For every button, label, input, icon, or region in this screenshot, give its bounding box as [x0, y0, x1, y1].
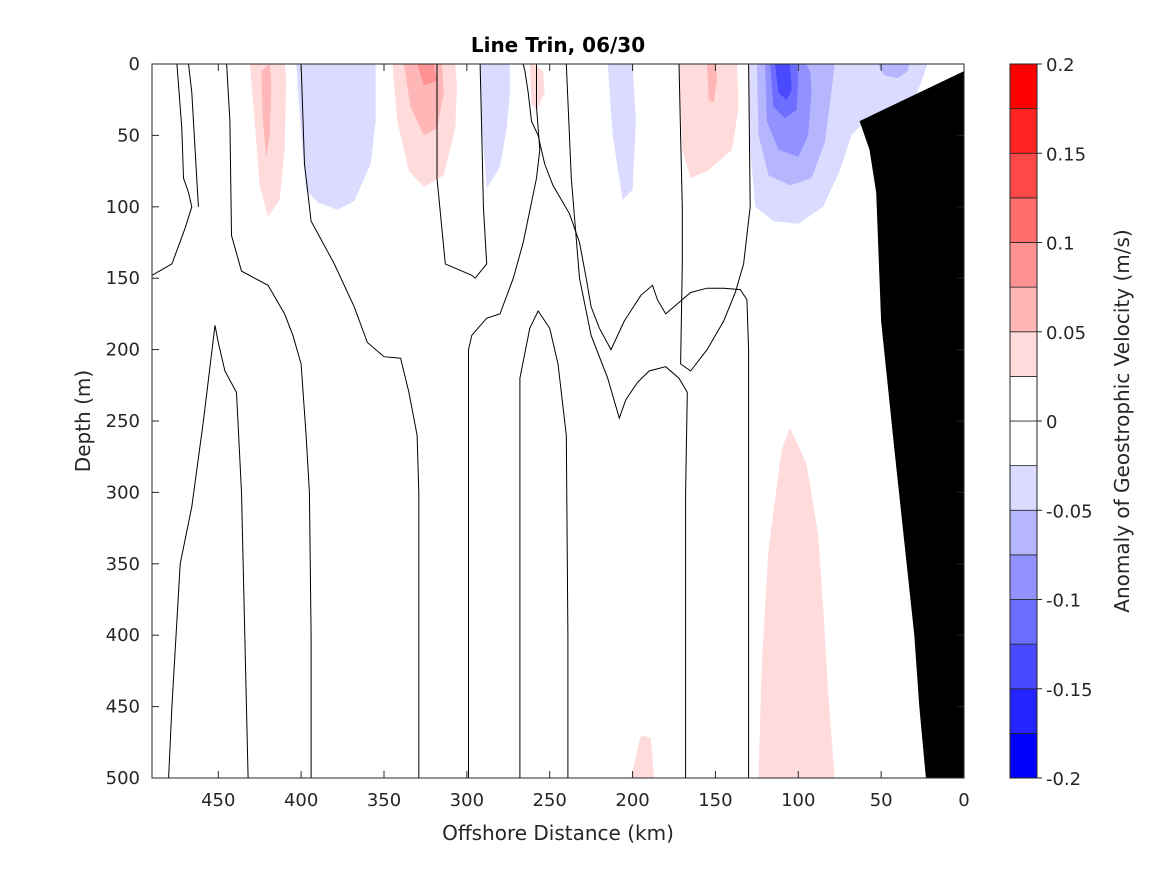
- x-tick-label: 350: [367, 790, 401, 811]
- velocity-region-19: [630, 735, 655, 778]
- colorbar-level-2: [1009, 643, 1038, 690]
- y-tick-label: 150: [106, 268, 140, 289]
- colorbar-levels: [1009, 63, 1038, 779]
- velocity-region-1: [261, 64, 272, 157]
- colorbar-tick-label: 0.05: [1046, 323, 1086, 344]
- velocity-region-2: [296, 64, 376, 210]
- zero-contour-10: [522, 64, 750, 778]
- colorbar-level-0: [1009, 732, 1038, 779]
- colorbar-tick-label: -0.15: [1046, 680, 1093, 701]
- zero-contour-8: [565, 64, 688, 778]
- velocity-region-7: [529, 64, 545, 110]
- colorbar-level-8: [1009, 375, 1038, 422]
- colorbar-level-13: [1009, 152, 1038, 199]
- y-tick-label: 400: [106, 625, 140, 646]
- y-tick-label: 500: [106, 768, 140, 789]
- zero-contour-4: [436, 64, 488, 279]
- velocity-region-15: [775, 64, 792, 100]
- colorbar-tick-label: -0.05: [1046, 501, 1093, 522]
- colorbar-label: Anomaly of Geostrophic Velocity (m/s): [1110, 229, 1134, 612]
- x-axis-label: Offshore Distance (km): [442, 821, 674, 845]
- colorbar-tick-label: 0.1: [1046, 234, 1075, 255]
- colorbar-ticks: -0.2 -0.15 -0.1 -0.05 0 0.05 0.1 0.15 0.2: [1037, 55, 1093, 790]
- colorbar-tick-label: 0.15: [1046, 144, 1086, 165]
- y-axis-label: Depth (m): [71, 370, 95, 472]
- colorbar-level-7: [1009, 420, 1038, 467]
- x-tick-label: 200: [615, 790, 649, 811]
- y-tick-label: 300: [106, 482, 140, 503]
- colorbar: -0.2 -0.15 -0.1 -0.05 0 0.05 0.1 0.15 0.2 Anomal…: [1009, 55, 1134, 790]
- colorbar-level-9: [1009, 331, 1038, 377]
- x-tick-label: 400: [284, 790, 318, 811]
- y-axis-ticks: 0 50 100 150 200 250 300 350 400 450 500: [106, 54, 964, 789]
- velocity-region-6: [480, 64, 510, 189]
- velocity-region-18: [758, 428, 835, 778]
- y-tick-label: 100: [106, 197, 140, 218]
- zero-contour-lines: [152, 64, 751, 778]
- y-tick-label: 0: [129, 54, 140, 75]
- y-tick-label: 50: [117, 125, 140, 146]
- x-tick-label: 100: [781, 790, 815, 811]
- x-tick-label: 450: [201, 790, 235, 811]
- velocity-region-5: [417, 64, 437, 86]
- colorbar-level-12: [1009, 197, 1038, 243]
- zero-contour-2: [188, 64, 199, 207]
- bathymetry-mask: [859, 71, 964, 778]
- velocity-region-8: [607, 64, 636, 200]
- y-tick-label: 200: [106, 340, 140, 361]
- zero-contour-1: [226, 64, 312, 778]
- colorbar-tick-label: -0.1: [1046, 591, 1081, 612]
- y-tick-label: 450: [106, 697, 140, 718]
- chart-title: Line Trin, 06/30: [471, 33, 645, 57]
- colorbar-tick-label: 0.2: [1046, 55, 1075, 76]
- x-tick-label: 150: [698, 790, 732, 811]
- plot-area: 450 400 350 300 250 200 150 100 50 0 050100150200…: [106, 54, 970, 811]
- velocity-region-17: [877, 64, 910, 79]
- velocity-region-9: [679, 64, 739, 179]
- zero-contour-3: [300, 64, 420, 778]
- seafloor-shape: [859, 71, 964, 778]
- x-tick-label: 300: [450, 790, 484, 811]
- colorbar-level-10: [1009, 286, 1038, 333]
- velocity-region-16: [806, 64, 822, 82]
- zero-contour-9: [678, 64, 751, 372]
- colorbar-level-1: [1009, 688, 1038, 734]
- colorbar-level-5: [1009, 509, 1038, 556]
- colorbar-level-11: [1009, 242, 1038, 288]
- velocity-region-10: [707, 64, 718, 103]
- zero-contour-5: [168, 325, 249, 778]
- colorbar-level-14: [1009, 108, 1038, 154]
- x-tick-label: 50: [870, 790, 893, 811]
- colorbar-level-4: [1009, 554, 1038, 600]
- y-tick-label: 250: [106, 411, 140, 432]
- zero-contour-7: [519, 309, 569, 778]
- x-axis-ticks: 450 400 350 300 250 200 150 100 50 0: [201, 64, 970, 811]
- filled-contour-regions: [249, 64, 928, 778]
- x-tick-label: 250: [533, 790, 567, 811]
- colorbar-level-3: [1009, 599, 1038, 645]
- zero-contour-0: [152, 64, 193, 276]
- zero-contour-6: [468, 64, 541, 778]
- colorbar-tick-label: 0: [1046, 412, 1057, 433]
- colorbar-level-15: [1009, 63, 1038, 110]
- y-tick-label: 350: [106, 554, 140, 575]
- x-tick-label: 0: [958, 790, 969, 811]
- colorbar-level-6: [1009, 465, 1038, 511]
- colorbar-tick-label: -0.2: [1046, 769, 1081, 790]
